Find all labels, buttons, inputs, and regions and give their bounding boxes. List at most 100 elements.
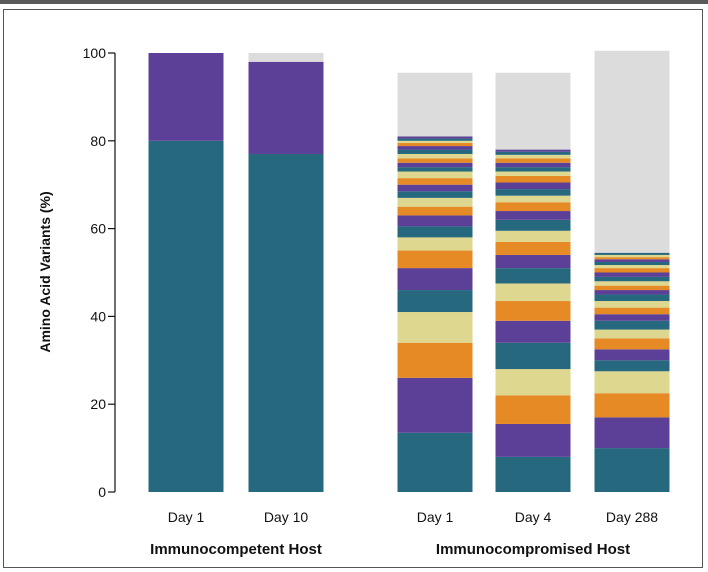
bar-segment	[248, 53, 324, 62]
bar-segment	[495, 175, 571, 183]
bar-segment	[594, 301, 670, 308]
bar-segment	[397, 290, 473, 313]
bars-layer	[148, 50, 670, 493]
bar-segment	[495, 154, 571, 159]
x-tick-label: Day 4	[515, 509, 552, 525]
bar-segment	[594, 329, 670, 339]
bar-segment	[594, 349, 670, 361]
bar-segment	[495, 456, 571, 492]
bar-segment	[397, 136, 473, 139]
bar-segment	[495, 268, 571, 284]
bar-segment	[397, 72, 473, 137]
bar-segment	[495, 162, 571, 168]
bar-segment	[594, 417, 670, 449]
bar-segment	[397, 171, 473, 179]
bar-segment	[594, 261, 670, 266]
bar-segment	[397, 149, 473, 154]
bar-segment	[397, 250, 473, 269]
bar-segment	[495, 167, 571, 172]
bar-segment	[397, 146, 473, 150]
bar-segment	[495, 301, 571, 321]
bar-segment	[397, 191, 473, 198]
bar-segment	[148, 53, 224, 141]
bar-segment	[495, 342, 571, 370]
bar-segment	[594, 257, 670, 260]
x-axis-labels: Day 1 Day 10 Day 1 Day 4 Day 288 Immunocompet…	[150, 509, 658, 558]
bar-segment	[495, 158, 571, 163]
bar-segment	[495, 149, 571, 152]
bar-segment	[594, 285, 670, 291]
bar-segment	[397, 206, 473, 216]
bar-segment	[397, 138, 473, 141]
bar-segment	[495, 320, 571, 343]
bar-segment	[594, 265, 670, 269]
bar-segment	[495, 241, 571, 255]
bar-segment	[594, 272, 670, 277]
y-tick-label: 80	[90, 133, 106, 149]
bar-segment	[594, 371, 670, 394]
group-label: Immunocompetent Host	[150, 541, 322, 558]
bar-segment	[594, 252, 670, 255]
bar-segment	[248, 61, 324, 154]
bar-segment	[495, 230, 571, 242]
bar-segment	[397, 432, 473, 492]
bar-segment	[594, 276, 670, 282]
bar-segment	[594, 393, 670, 418]
y-axis: 0 20 40 60 80 100	[83, 45, 116, 500]
bar-segment	[495, 254, 571, 269]
bar-segment	[397, 162, 473, 168]
group-label: Immunocompromised Host	[436, 541, 630, 558]
y-tick-label: 60	[90, 221, 106, 237]
bar-segment	[495, 423, 571, 457]
x-tick-label: Day 1	[417, 509, 454, 525]
x-tick-label: Day 1	[168, 509, 205, 525]
bar-segment	[495, 202, 571, 212]
bar-segment	[248, 153, 324, 492]
y-tick-label: 100	[83, 45, 107, 61]
bar-segment	[397, 178, 473, 185]
bar-segment	[397, 215, 473, 227]
bar-segment	[594, 314, 670, 321]
bar-segment	[397, 377, 473, 433]
bar-segment	[397, 140, 473, 143]
bar-segment	[397, 184, 473, 192]
bar-segment	[594, 320, 670, 330]
bar-segment	[495, 171, 571, 176]
bar-segment	[397, 153, 473, 159]
y-tick-label: 20	[90, 396, 106, 412]
bar-segment	[495, 219, 571, 231]
y-axis-title: Amino Acid Variants (%)	[37, 191, 53, 352]
x-tick-label: Day 10	[264, 509, 309, 525]
bar-segment	[594, 259, 670, 262]
bar-segment	[594, 281, 670, 286]
bar-segment	[495, 395, 571, 424]
figure-frame	[3, 9, 703, 568]
bar-segment	[594, 448, 670, 492]
bar-segment	[594, 254, 670, 258]
x-tick-label: Day 288	[606, 509, 658, 525]
bar-segment	[594, 307, 670, 315]
bar-segment	[495, 182, 571, 190]
bar-segment	[594, 294, 670, 302]
bar-segment	[397, 197, 473, 207]
bar-segment	[495, 369, 571, 396]
bar-segment	[397, 158, 473, 163]
bar-segment	[594, 290, 670, 295]
bar-segment	[495, 195, 571, 203]
bar-segment	[397, 237, 473, 251]
bar-segment	[397, 142, 473, 147]
top-rule	[0, 0, 708, 4]
bar-segment	[397, 226, 473, 238]
bar-segment	[594, 338, 670, 350]
y-tick-label: 40	[90, 308, 106, 324]
y-tick-label: 0	[98, 484, 106, 500]
bar-segment	[397, 342, 473, 378]
bar-segment	[495, 189, 571, 196]
bar-segment	[594, 360, 670, 372]
bar-segment	[594, 268, 670, 273]
bar-segment	[495, 72, 571, 150]
bar-segment	[495, 151, 571, 155]
bar-segment	[397, 167, 473, 172]
bar-segment	[148, 140, 224, 493]
